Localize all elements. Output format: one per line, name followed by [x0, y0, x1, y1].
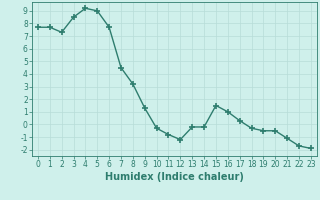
X-axis label: Humidex (Indice chaleur): Humidex (Indice chaleur)	[105, 172, 244, 182]
